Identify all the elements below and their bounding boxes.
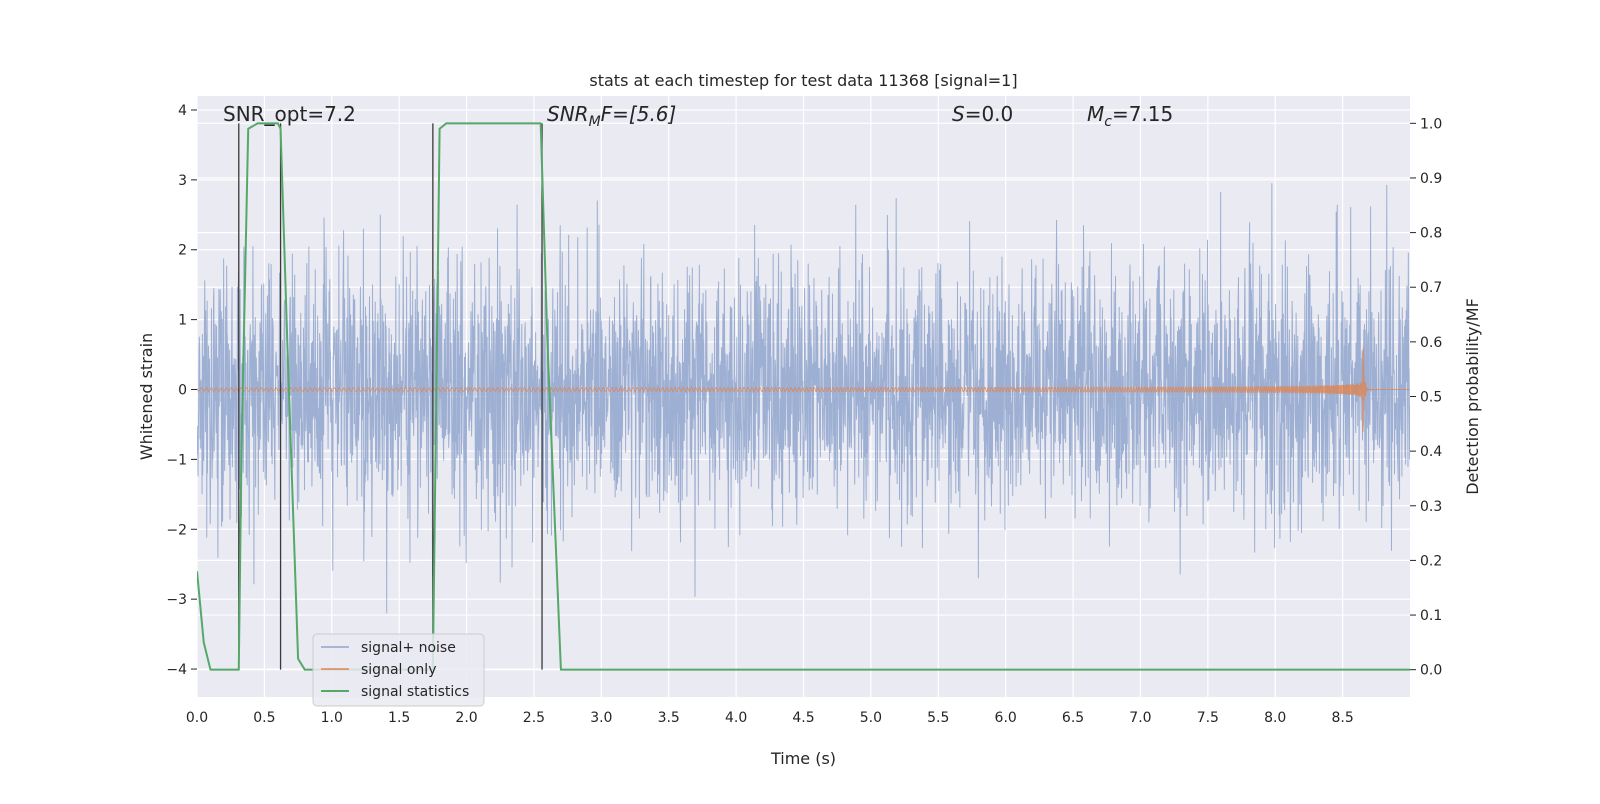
annotation-snr-opt: SNR_opt=7.2 [223, 102, 356, 126]
y-tick-label: 2 [178, 243, 187, 259]
legend-entry: signal+ noise [361, 640, 456, 656]
y2-tick-label: 0.0 [1420, 663, 1442, 679]
y-tick-label: 3 [178, 173, 187, 189]
annotations: SNR_opt=7.2 SNRMF=[5.6] S=0.0 Mc=7.15 [223, 102, 1173, 130]
y2-tick-label: 0.2 [1420, 553, 1442, 569]
y2-tick-label: 0.6 [1420, 335, 1442, 351]
annotation-snr-mf: SNRMF=[5.6] [547, 102, 676, 130]
x-tick-label: 5.5 [927, 710, 949, 726]
x-tick-label: 6.5 [1062, 710, 1084, 726]
series-line-signal-statistics [197, 122, 1410, 671]
y2-axis-label: Detection probability/MF [1463, 298, 1482, 495]
legend-entry: signal statistics [361, 684, 469, 700]
x-tick-label: 8.5 [1331, 710, 1353, 726]
y2-tick-label: 0.4 [1420, 444, 1442, 460]
annotation-mc: Mc=7.15 [1087, 102, 1173, 130]
y-axis-label: Whitened strain [137, 333, 156, 460]
x-tick-label: 4.0 [725, 710, 747, 726]
y2-tick-label: 0.3 [1420, 499, 1442, 515]
x-axis-label: Time (s) [770, 749, 836, 768]
x-tick-label: 1.5 [388, 710, 410, 726]
y2-tick-label: 0.8 [1420, 226, 1442, 242]
y-tick-label: −3 [166, 592, 187, 608]
x-tick-label: 8.0 [1264, 710, 1286, 726]
y-tick-label: 4 [178, 103, 187, 119]
ticks: 0.0 0.5 1.0 1.5 2.0 2.5 3.0 3.5 4.0 4.5 5.0 5.5 6.0 6… [166, 103, 1442, 726]
annotation-snr-mf-f: F=[5.6] [601, 102, 677, 126]
y-tick-label: −1 [166, 452, 187, 468]
x-tick-label: 2.0 [455, 710, 477, 726]
annotation-mc-main: M [1087, 102, 1104, 126]
x-tick-label: 5.0 [860, 710, 882, 726]
annotation-s: S=0.0 [952, 102, 1013, 126]
detection-markers [238, 123, 543, 670]
y2-tick-label: 0.5 [1420, 390, 1442, 406]
y2-tick-label: 0.9 [1420, 171, 1442, 187]
x-tick-label: 4.5 [792, 710, 814, 726]
x-tick-label: 0.5 [253, 710, 275, 726]
annotation-snr-mf-main: SNR [547, 102, 589, 126]
data-layer [197, 122, 1410, 671]
series-line-signal-noise [197, 183, 1410, 614]
series-line-signal-only [197, 347, 1410, 433]
annotation-mc-rest: =7.15 [1112, 102, 1173, 126]
x-tick-label: 7.5 [1197, 710, 1219, 726]
x-tick-label: 1.0 [321, 710, 343, 726]
y2-tick-label: 1.0 [1420, 116, 1442, 132]
x-tick-label: 3.0 [590, 710, 612, 726]
x-tick-label: 3.5 [658, 710, 680, 726]
x-tick-label: 7.0 [1129, 710, 1151, 726]
legend-entry: signal only [361, 662, 436, 678]
annotation-snr-mf-sub: M [589, 114, 601, 130]
annotation-s-rest: =0.0 [965, 102, 1014, 126]
legend-box [312, 633, 485, 707]
legend: signal+ noise signal only signal statistic… [312, 633, 485, 707]
y-tick-label: −4 [166, 662, 187, 678]
y-tick-label: 1 [178, 313, 187, 329]
annotation-s-main: S [952, 102, 965, 126]
annotation-mc-sub: c [1104, 114, 1112, 130]
x-tick-label: 0.0 [186, 710, 208, 726]
x-tick-label: 6.0 [995, 710, 1017, 726]
y2-tick-label: 0.7 [1420, 280, 1442, 296]
y2-tick-label: 0.1 [1420, 608, 1442, 624]
chart-title: stats at each timestep for test data 113… [589, 71, 1017, 90]
x-tick-label: 2.5 [523, 710, 545, 726]
y-tick-label: −2 [166, 522, 187, 538]
y-tick-label: 0 [178, 383, 187, 399]
